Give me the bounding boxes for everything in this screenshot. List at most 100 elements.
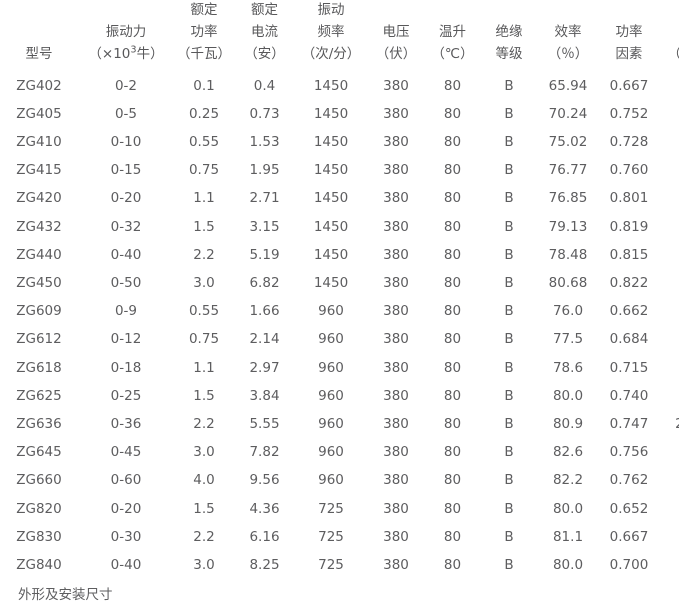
cell-force: 0-12 (110, 331, 142, 348)
cell-force: 0-45 (110, 444, 142, 461)
cell-weight: 145 (660, 213, 679, 241)
cell-power: 1.1 (193, 190, 215, 207)
cell-pf: 0.740 (609, 387, 649, 404)
cell-force: 0-5 (114, 105, 138, 122)
table-row: ZG645 0-45 3.0 7.82 960 380 80 B 82.6 0.756 268 (0, 438, 679, 466)
cell-pf: 0.684 (609, 331, 649, 348)
cell-voltage: 380 (383, 359, 409, 376)
table-row: ZG625 0-25 1.5 3.84 960 380 80 B 80.0 0.740 159 (0, 382, 679, 410)
column-header-model: 型号 (0, 0, 78, 72)
cell-freq: 960 (318, 444, 344, 461)
cell-freq: 725 (318, 557, 344, 574)
cell-model: ZG645 (16, 444, 62, 461)
column-header-line: （伏） (375, 45, 417, 62)
cell-freq: 1450 (313, 162, 349, 179)
cell-power: 1.5 (193, 387, 215, 404)
cell-freq: 960 (318, 331, 344, 348)
column-header-line: （千瓦） (177, 45, 231, 62)
column-header-line: 型号 (25, 45, 53, 62)
cell-power: 0.75 (188, 162, 220, 179)
cell-power: 2.2 (193, 246, 215, 263)
cell-force: 0-25 (110, 387, 142, 404)
cell-model: ZG432 (16, 218, 62, 235)
cell-freq: 1450 (313, 105, 349, 122)
cell-model: ZG420 (16, 190, 62, 207)
cell-force: 0-10 (110, 133, 142, 150)
cell-current: 1.66 (249, 303, 280, 320)
cell-force: 0-36 (110, 416, 142, 433)
cell-temp: 80 (443, 162, 462, 179)
cell-current: 6.82 (249, 275, 280, 291)
cell-weight: 245 (660, 269, 679, 297)
cell-current: 2.71 (249, 190, 280, 207)
cell-insul: B (504, 444, 514, 461)
table-header: 型号 振动力 （×103牛） 额定 功率 （千瓦） 额定 电流 （安） 振动 频率 （次/分） 电压 （伏… (0, 0, 679, 72)
cell-eff: 76.0 (552, 303, 584, 320)
cell-force: 0-50 (110, 275, 142, 291)
cell-voltage: 380 (383, 472, 409, 489)
cell-temp: 80 (443, 275, 462, 291)
cell-voltage: 380 (383, 331, 409, 348)
cell-freq: 960 (318, 359, 344, 376)
cell-power: 2.2 (193, 528, 215, 545)
table-row: ZG636 0-36 2.2 5.55 960 380 80 B 80.9 0.747 249.5 (0, 410, 679, 438)
cell-model: ZG410 (16, 133, 62, 150)
cell-pf: 0.819 (609, 218, 649, 235)
cell-current: 1.95 (249, 162, 280, 179)
table-row: ZG450 0-50 3.0 6.82 1450 380 80 B 80.68 0.822 245 (0, 269, 679, 297)
cell-eff: 82.6 (552, 444, 584, 461)
table-row: ZG432 0-32 1.5 3.15 1450 380 80 B 79.13 0.819 145 (0, 213, 679, 241)
cell-weight: 129 (660, 184, 679, 212)
column-header-pf: 功率 因素 (598, 0, 660, 72)
cell-temp: 80 (443, 218, 462, 235)
cell-model: ZG840 (16, 557, 62, 574)
cell-weight: 141 (660, 354, 679, 382)
cell-model: ZG820 (16, 500, 62, 517)
cell-power: 3.0 (193, 557, 215, 574)
cell-current: 7.82 (249, 444, 280, 461)
cell-freq: 1450 (313, 275, 349, 291)
cell-pf: 0.752 (609, 105, 649, 122)
table-row: ZG420 0-20 1.1 2.71 1450 380 80 B 76.85 0.801 129 (0, 184, 679, 212)
cell-insul: B (504, 77, 514, 94)
column-header-weight: 重量（公斤） (660, 0, 679, 72)
cell-freq: 1450 (313, 218, 349, 235)
column-header-eff: 效率 （％） (538, 0, 598, 72)
cell-power: 0.55 (188, 133, 220, 150)
cell-force: 0-9 (114, 303, 138, 320)
cell-power: 0.1 (193, 77, 215, 94)
cell-freq: 960 (318, 472, 344, 489)
cell-model: ZG636 (16, 416, 62, 433)
cell-eff: 76.77 (548, 162, 588, 179)
cell-temp: 80 (443, 557, 462, 574)
cell-pf: 0.822 (609, 275, 649, 291)
cell-pf: 0.747 (609, 416, 649, 433)
cell-temp: 80 (443, 387, 462, 404)
cell-power: 0.25 (188, 105, 220, 122)
cell-weight: 279 (660, 523, 679, 551)
cell-voltage: 380 (383, 557, 409, 574)
cell-voltage: 380 (383, 500, 409, 517)
cell-eff: 81.1 (552, 528, 584, 545)
cell-pf: 0.652 (609, 500, 649, 517)
cell-eff: 75.02 (548, 133, 588, 150)
cell-model: ZG612 (16, 331, 62, 348)
cell-freq: 1450 (313, 133, 349, 150)
cell-force: 0-20 (110, 500, 142, 517)
cell-eff: 77.5 (552, 331, 584, 348)
cell-insul: B (504, 105, 514, 122)
cell-temp: 80 (443, 416, 462, 433)
cell-model: ZG415 (16, 162, 62, 179)
cell-force: 0-2 (114, 77, 138, 94)
cell-force: 0-40 (110, 246, 142, 263)
cell-voltage: 380 (383, 275, 409, 291)
cell-model: ZG450 (16, 275, 62, 291)
cell-freq: 725 (318, 500, 344, 517)
table-row: ZG612 0-12 0.75 2.14 960 380 80 B 77.5 0.684 94 (0, 325, 679, 353)
cell-current: 2.97 (249, 359, 280, 376)
table-row: ZG402 0-2 0.1 0.4 1450 380 80 B 65.94 0.667 30 (0, 72, 679, 100)
cell-power: 1.5 (193, 500, 215, 517)
cell-temp: 80 (443, 331, 462, 348)
cell-current: 1.53 (249, 133, 280, 150)
column-header-line: 等级 (495, 45, 523, 62)
